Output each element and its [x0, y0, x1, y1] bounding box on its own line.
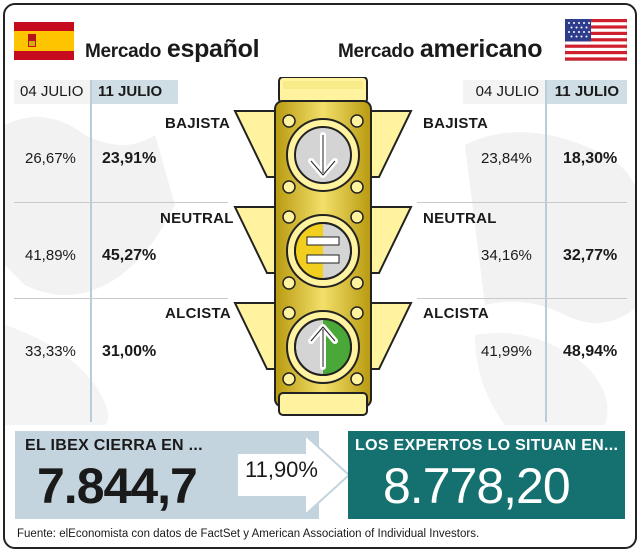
infographic-frame: Mercado español Mercado americano 04 JUL… [3, 3, 637, 549]
up-arrow-icon [294, 318, 352, 376]
spain-market-title: Mercado español [85, 35, 260, 63]
ibex-value: 7.844,7 [37, 458, 198, 514]
background-silhouette [5, 117, 635, 425]
es-label-alcista: ALCISTA [165, 305, 231, 322]
es-row-divider [14, 298, 228, 299]
change-percent: 11,90% [245, 457, 318, 482]
arrow-right-icon [236, 432, 351, 518]
us-alcista-new: 48,94% [563, 343, 618, 360]
us-date-old: 04 JULIO [463, 80, 545, 104]
es-bajista-new: 23,91% [102, 150, 157, 167]
experts-panel [348, 431, 625, 519]
us-neutral-new: 32,77% [563, 247, 618, 264]
es-neutral-old: 41,89% [25, 247, 76, 264]
equals-icon [294, 222, 352, 280]
down-arrow-icon [294, 126, 352, 184]
experts-title: LOS EXPERTOS LO SITUAN EN... [355, 437, 619, 454]
es-label-bajista: BAJISTA [165, 115, 231, 132]
us-bajista-old: 23,84% [481, 150, 532, 167]
us-label-bajista: BAJISTA [423, 115, 489, 132]
es-column-divider [90, 80, 92, 422]
us-row-divider [417, 298, 627, 299]
ibex-title: EL IBEX CIERRA EN ... [25, 437, 203, 454]
traffic-light [233, 77, 413, 416]
es-alcista-new: 31,00% [102, 343, 157, 360]
experts-value: 8.778,20 [383, 458, 571, 514]
es-neutral-new: 45,27% [102, 247, 157, 264]
es-alcista-old: 33,33% [25, 343, 76, 360]
es-label-neutral: NEUTRAL [160, 210, 234, 227]
us-date-new: 11 JULIO [547, 80, 627, 104]
us-label-alcista: ALCISTA [423, 305, 489, 322]
usa-market-title: Mercado americano [338, 35, 543, 63]
es-bajista-old: 26,67% [25, 150, 76, 167]
es-row-divider [14, 202, 228, 203]
us-neutral-old: 34,16% [481, 247, 532, 264]
es-date-old: 04 JULIO [14, 80, 90, 104]
es-date-new: 11 JULIO [92, 80, 178, 104]
us-column-divider [545, 80, 547, 422]
us-alcista-old: 41,99% [481, 343, 532, 360]
spain-flag-icon [14, 22, 74, 60]
us-bajista-new: 18,30% [563, 150, 618, 167]
usa-flag-icon [565, 19, 627, 61]
us-label-neutral: NEUTRAL [423, 210, 497, 227]
source-note: Fuente: elEconomista con datos de FactSe… [17, 528, 480, 540]
us-row-divider [417, 202, 627, 203]
